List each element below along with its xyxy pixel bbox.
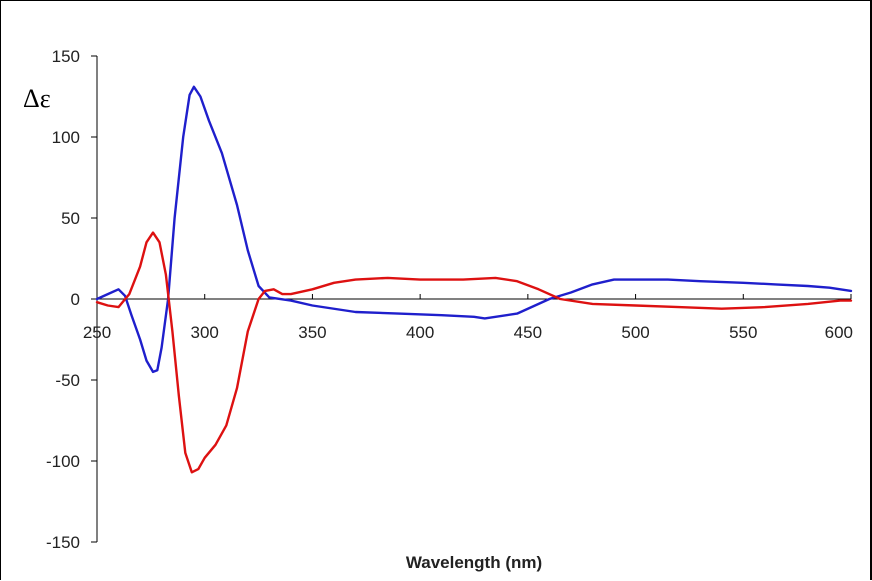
y-tick-label: 50 [61, 209, 80, 228]
y-axis-label: Δε [23, 84, 51, 113]
y-tick-label: -50 [55, 371, 80, 390]
axes [91, 55, 852, 543]
x-tick-label: 300 [191, 323, 219, 342]
x-tick-label: 550 [729, 323, 757, 342]
x-tick-label: 350 [298, 323, 326, 342]
y-tick-label: 100 [52, 128, 80, 147]
x-tick-label: 400 [406, 323, 434, 342]
x-tick-label: 600 [825, 323, 853, 342]
x-tick-label: 250 [83, 323, 111, 342]
y-tick-label: 0 [71, 290, 80, 309]
series-line-2 [95, 231, 853, 474]
x-axis-label: Wavelength (nm) [406, 553, 542, 572]
y-tick-label: 150 [52, 47, 80, 66]
x-tick-label: 500 [621, 323, 649, 342]
x-tick-label: 450 [514, 323, 542, 342]
y-tick-label: -150 [46, 533, 80, 552]
series-group [95, 85, 853, 474]
y-tick-label: -100 [46, 452, 80, 471]
